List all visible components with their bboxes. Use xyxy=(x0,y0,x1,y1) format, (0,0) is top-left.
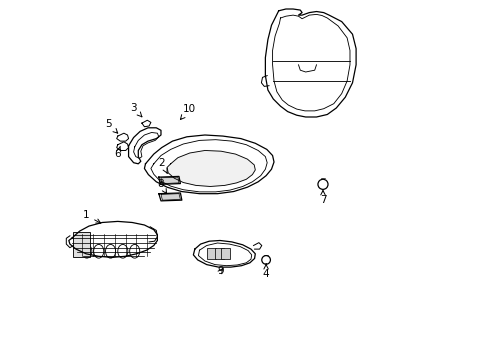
Text: 5: 5 xyxy=(105,119,118,133)
Bar xyxy=(214,248,223,259)
Text: 1: 1 xyxy=(82,210,101,223)
Text: 7: 7 xyxy=(319,190,325,205)
Bar xyxy=(73,232,89,257)
Text: 6: 6 xyxy=(114,146,121,159)
Text: 8: 8 xyxy=(157,179,166,193)
Bar xyxy=(207,248,216,259)
Text: 2: 2 xyxy=(158,158,167,173)
Text: 10: 10 xyxy=(180,104,196,120)
Polygon shape xyxy=(161,194,180,200)
Bar xyxy=(221,248,230,259)
Text: 9: 9 xyxy=(217,266,224,276)
Text: 4: 4 xyxy=(262,264,269,279)
Polygon shape xyxy=(161,177,179,184)
Text: 3: 3 xyxy=(130,103,142,117)
Polygon shape xyxy=(167,150,255,186)
